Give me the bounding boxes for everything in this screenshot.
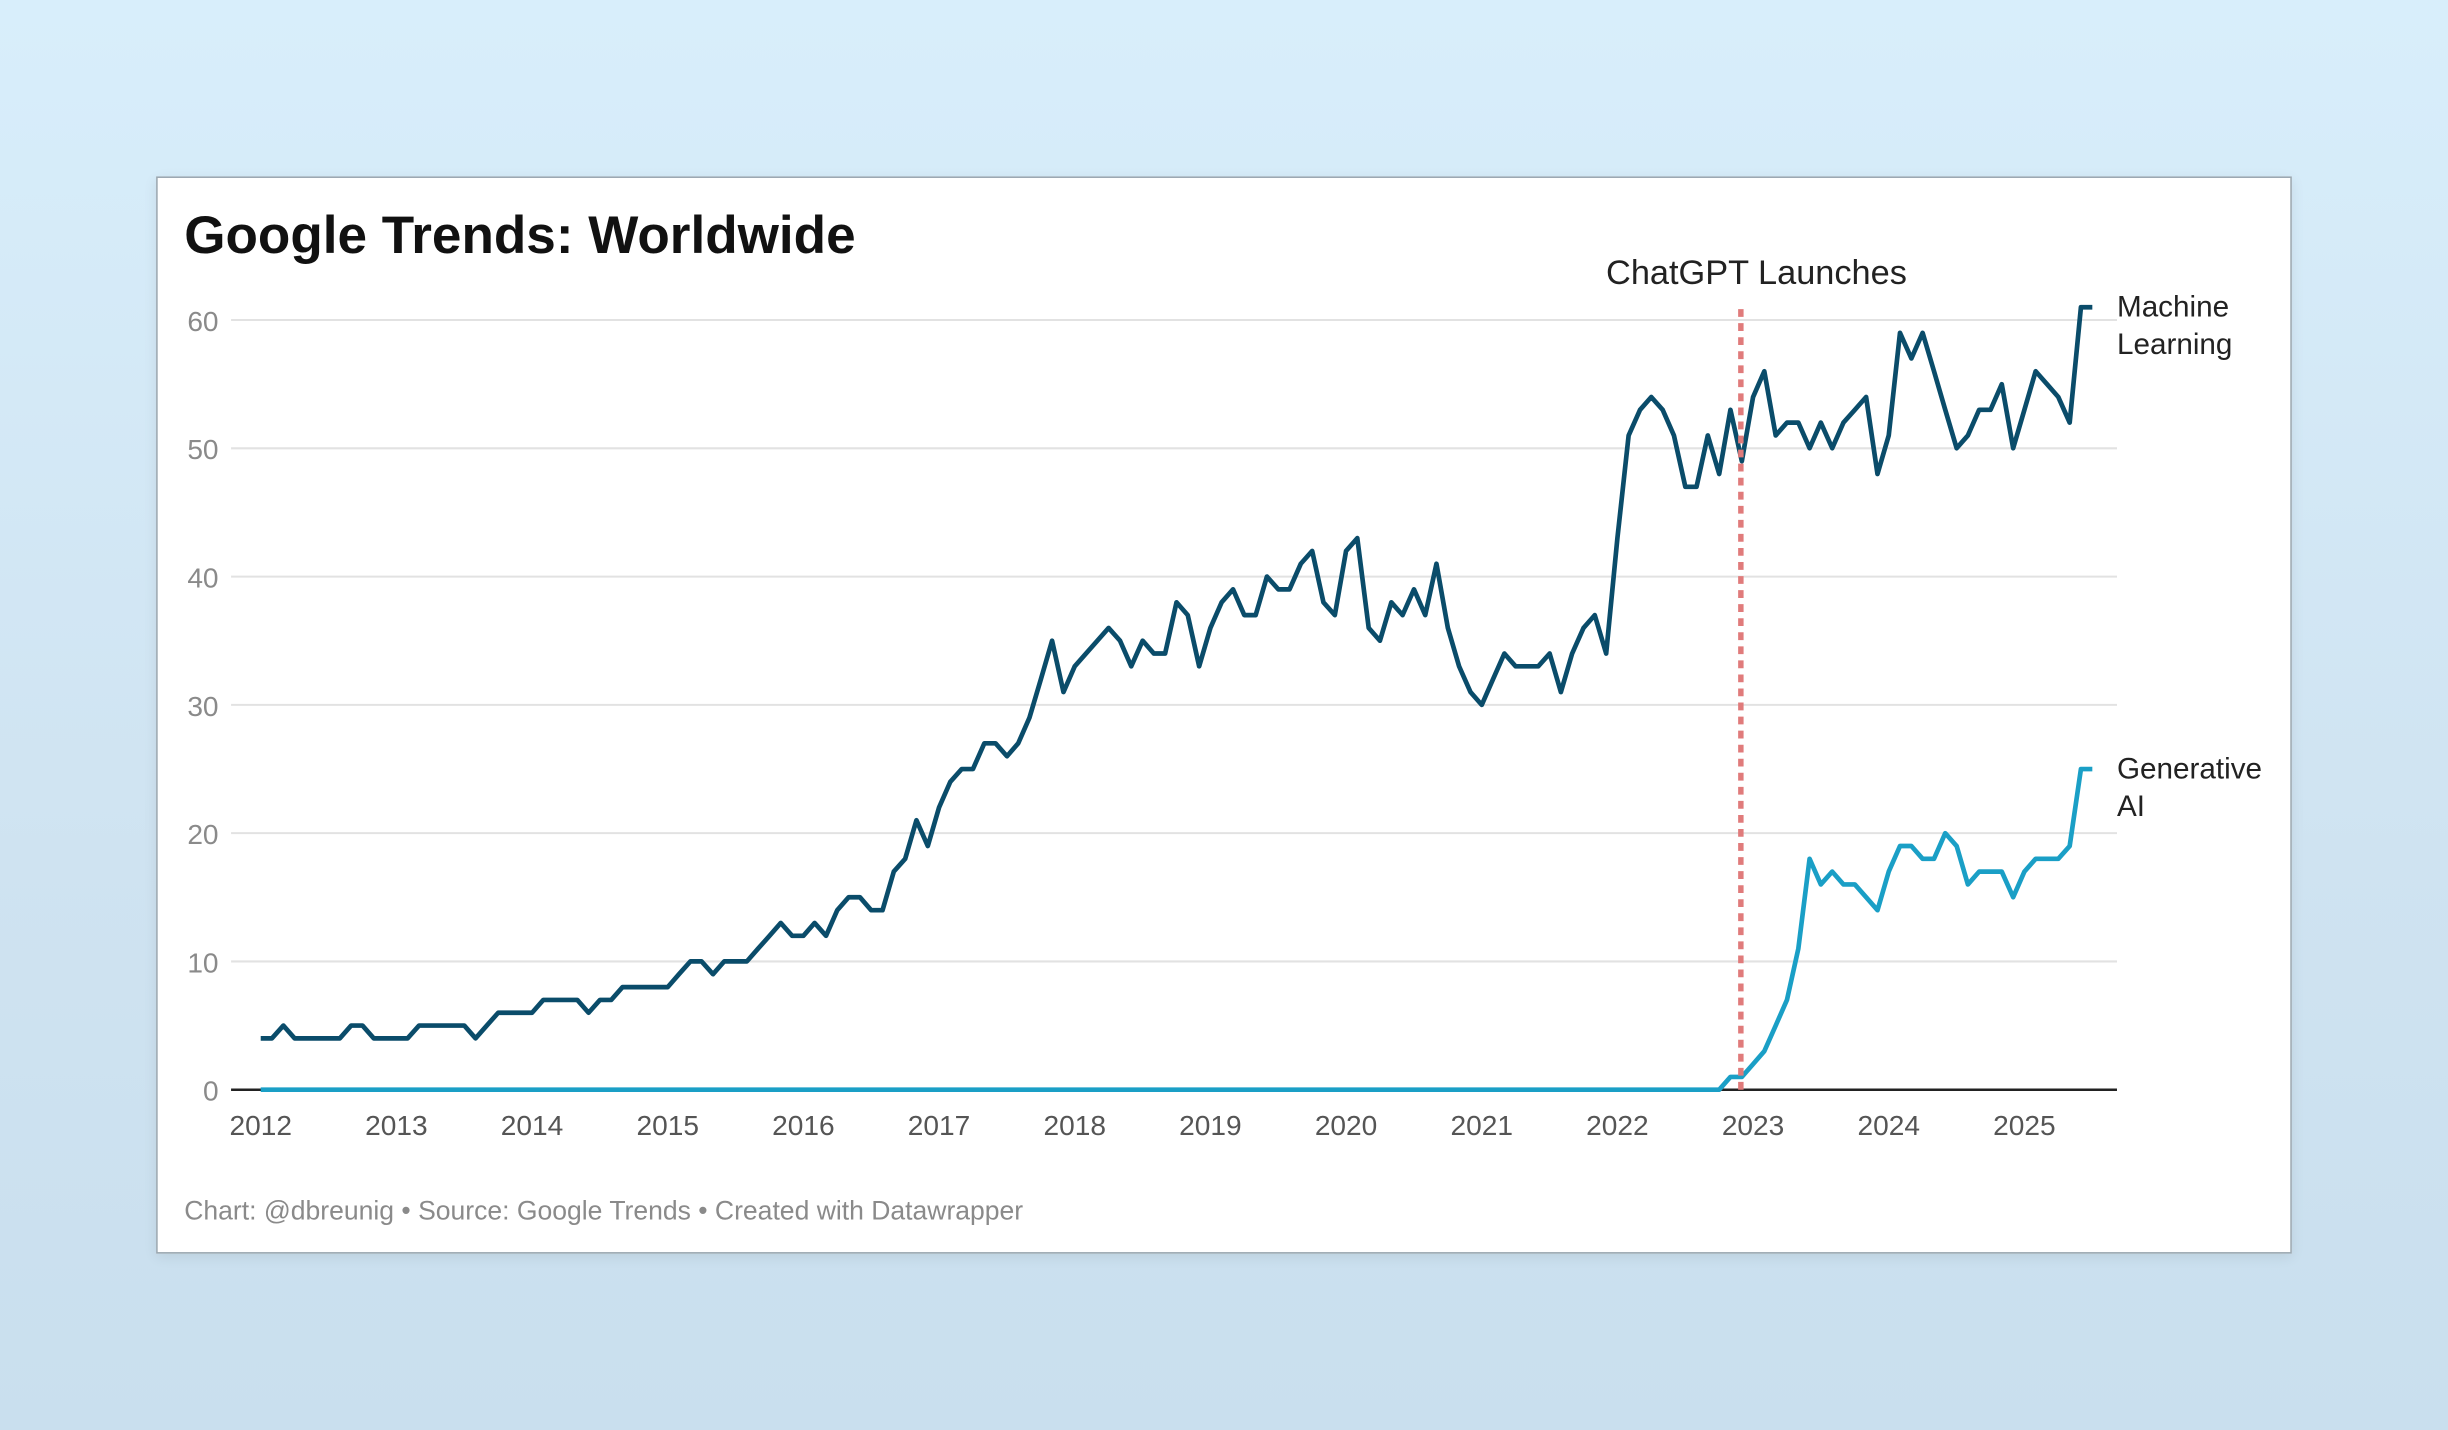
y-tick-label: 20 xyxy=(187,819,218,850)
chart-card xyxy=(156,176,2292,1254)
y-tick-label: 40 xyxy=(187,563,218,594)
x-tick-label: 2013 xyxy=(365,1110,427,1141)
y-tick-label: 0 xyxy=(203,1076,219,1107)
series-line-generative-ai xyxy=(260,766,2093,1093)
x-tick-label: 2014 xyxy=(501,1110,563,1141)
series-labels: Machine Learning Generative AI xyxy=(2117,291,2262,823)
series-label: AI xyxy=(2117,790,2145,823)
series-line-machine-learning xyxy=(260,304,2093,1041)
x-tick-label: 2019 xyxy=(1179,1110,1242,1141)
x-tick-label: 2022 xyxy=(1586,1110,1649,1141)
y-tick-label: 10 xyxy=(187,947,218,978)
y-tick-label: 30 xyxy=(187,691,218,722)
x-tick-label: 2021 xyxy=(1450,1110,1513,1141)
x-axis: 2012 2013 2014 2015 2016 2017 2018 2019 2020 2021… xyxy=(229,1110,2055,1141)
x-tick-label: 2012 xyxy=(229,1110,292,1141)
gridlines xyxy=(231,318,2117,963)
chart-footer: Chart: @dbreunig • Source: Google Trends… xyxy=(184,1195,1023,1225)
x-tick-label: 2024 xyxy=(1857,1110,1920,1141)
x-tick-label: 2017 xyxy=(908,1110,971,1141)
y-axis: 0 10 20 30 40 50 60 xyxy=(187,306,218,1107)
series-label: Generative xyxy=(2117,752,2262,785)
series-lines xyxy=(260,304,2093,1093)
series-label: Learning xyxy=(2117,328,2232,361)
x-tick-label: 2016 xyxy=(772,1110,835,1141)
y-tick-label: 60 xyxy=(187,306,218,337)
chatgpt-launch-label: ChatGPT Launches xyxy=(1606,254,1907,292)
x-tick-label: 2015 xyxy=(636,1110,698,1141)
x-tick-label: 2018 xyxy=(1043,1110,1106,1141)
series-label: Machine xyxy=(2117,291,2229,324)
y-tick-label: 50 xyxy=(187,434,218,465)
x-tick-label: 2020 xyxy=(1315,1110,1378,1141)
chart-title: Google Trends: Worldwide xyxy=(184,206,855,265)
x-tick-label: 2025 xyxy=(1993,1110,2056,1141)
x-tick-label: 2023 xyxy=(1722,1110,1785,1141)
